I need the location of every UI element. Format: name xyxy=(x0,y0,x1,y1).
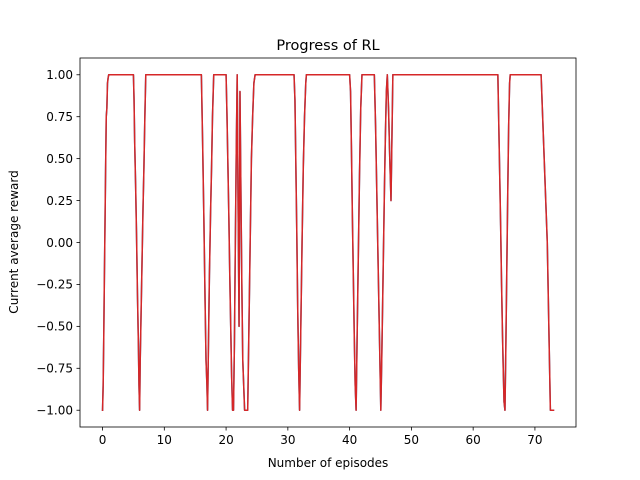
y-tick-label: 1.00 xyxy=(46,68,73,82)
y-tick-label: 0.75 xyxy=(46,110,73,124)
y-axis-label: Current average reward xyxy=(7,170,21,313)
y-tick-label: −0.50 xyxy=(36,320,73,334)
x-tick-label: 10 xyxy=(157,433,172,447)
y-axis-ticks: −1.00 −0.75 −0.50 −0.25 0.00 0.25 0.50 0.75 1.00 xyxy=(36,68,80,418)
x-axis-label: Number of episodes xyxy=(268,456,389,470)
y-tick-label: −0.25 xyxy=(36,278,73,292)
series-line-2 xyxy=(101,74,555,411)
chart-title: Progress of RL xyxy=(276,38,379,54)
x-tick-label: 70 xyxy=(527,433,542,447)
x-tick-label: 60 xyxy=(466,433,481,447)
x-axis-ticks: 0 10 20 30 40 50 60 70 xyxy=(99,427,543,447)
x-tick-label: 30 xyxy=(280,433,295,447)
series-layer xyxy=(101,74,555,411)
x-tick-label: 50 xyxy=(404,433,419,447)
x-tick-label: 20 xyxy=(218,433,233,447)
y-tick-label: 0.50 xyxy=(46,152,73,166)
y-tick-label: −1.00 xyxy=(36,404,73,418)
x-tick-label: 0 xyxy=(99,433,107,447)
plot-area-frame xyxy=(79,57,577,428)
x-tick-label: 40 xyxy=(342,433,357,447)
y-tick-label: 0.25 xyxy=(46,194,73,208)
y-tick-label: −0.75 xyxy=(36,362,73,376)
y-tick-label: 0.00 xyxy=(46,236,73,250)
